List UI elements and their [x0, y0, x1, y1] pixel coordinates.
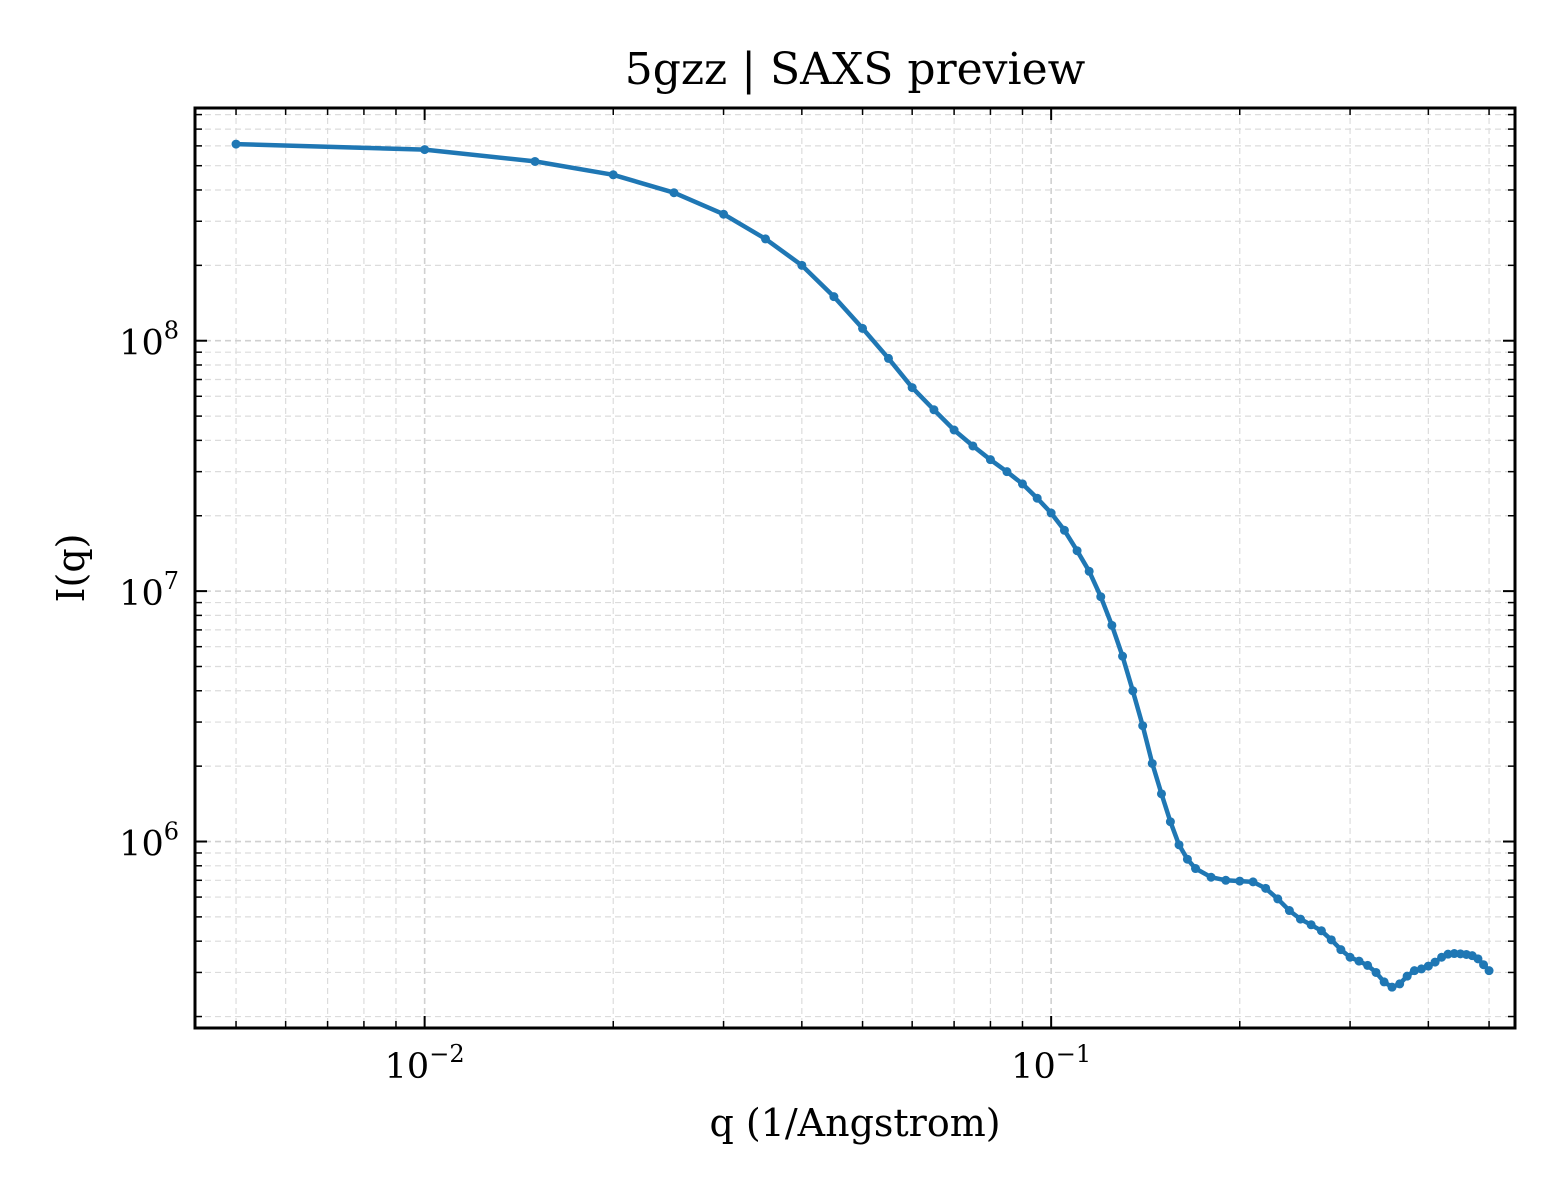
x-axis-label: q (1/Angstrom) [709, 1101, 1000, 1145]
data-point [1273, 894, 1283, 904]
data-point [1484, 966, 1494, 976]
data-point [1002, 467, 1012, 477]
data-point [608, 170, 618, 180]
data-point [1387, 982, 1397, 992]
data-point [968, 441, 978, 451]
plot-frame [193, 106, 1517, 1030]
tick-labels: 10−2 10−1 106 107 108 [119, 317, 1091, 1087]
data-point [1059, 525, 1069, 535]
y-tick-label: 108 [119, 317, 179, 364]
data-point [1017, 479, 1027, 489]
data-point [1423, 961, 1433, 971]
data-point [1206, 872, 1216, 882]
x-tick-label: 10−1 [1011, 1040, 1091, 1087]
data-point [1345, 952, 1355, 962]
data-point [231, 139, 241, 149]
data-point [1046, 508, 1056, 518]
y-tick-label: 106 [119, 818, 179, 865]
y-axis-label: I(q) [49, 534, 93, 603]
data-point [1248, 877, 1258, 887]
x-tick-label: 10−2 [385, 1040, 465, 1087]
data-point [907, 383, 917, 393]
data-point [1416, 964, 1426, 974]
data-point [1379, 977, 1389, 987]
data-point [858, 323, 868, 333]
data-point [1363, 960, 1373, 970]
chart-title: 5gzz | SAXS preview [625, 44, 1086, 95]
data-point [1221, 875, 1231, 885]
data-point [669, 188, 679, 198]
data-point [1128, 686, 1138, 696]
data-point [1430, 957, 1440, 967]
data-point [1479, 960, 1489, 970]
data-point [1147, 758, 1157, 768]
data-point [1284, 906, 1294, 916]
data-point [420, 145, 430, 155]
data-point [883, 353, 893, 363]
grid-lines [195, 108, 1515, 1028]
data-point [797, 260, 807, 270]
data-point [1191, 864, 1201, 874]
data-point [1306, 920, 1316, 930]
data-point [949, 425, 959, 435]
data-point [1473, 954, 1483, 964]
data-point [1032, 493, 1042, 503]
data-point [1336, 945, 1346, 955]
data-point [1409, 966, 1419, 976]
axis-ticks [195, 108, 1515, 1028]
data-point [1138, 721, 1148, 731]
data-point [761, 234, 771, 244]
data-point [829, 292, 839, 302]
data-point [1096, 592, 1106, 602]
data-point [1395, 979, 1405, 989]
data-point [929, 405, 939, 415]
data-point [1182, 854, 1192, 864]
data-point [1402, 971, 1412, 981]
data-point [1235, 876, 1245, 886]
data-point [1165, 817, 1175, 827]
data-point [1084, 566, 1094, 576]
data-point [1174, 840, 1184, 850]
data-point [1316, 926, 1326, 936]
data-point [1261, 883, 1271, 893]
data-point [530, 156, 540, 166]
data-point [1156, 789, 1166, 799]
data-point [1354, 956, 1364, 966]
data-point [719, 209, 729, 219]
y-tick-label: 107 [119, 567, 179, 614]
data-point [1118, 651, 1128, 661]
data-point [1107, 620, 1117, 630]
data-point [1295, 914, 1305, 924]
data-point [1072, 546, 1082, 556]
data-point [1371, 967, 1381, 977]
data-series [231, 139, 1494, 992]
data-point [1326, 935, 1336, 945]
data-point [985, 455, 995, 465]
